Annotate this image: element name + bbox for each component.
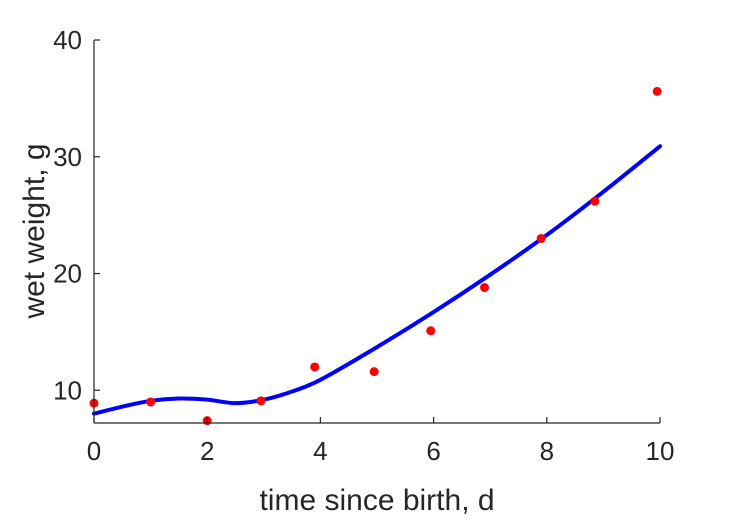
data-point [310,362,320,372]
x-tick-label: 10 [646,436,675,466]
data-point [256,396,266,406]
y-tick-label: 40 [53,25,82,55]
x-tick-label: 8 [540,436,554,466]
axes: 0 2 4 6 8 10 10 20 30 40 [53,25,674,466]
data-points [89,86,662,426]
x-tick-label: 4 [313,436,327,466]
y-axis-ticks: 10 20 30 40 [53,25,100,405]
data-point [480,283,490,293]
x-axis-ticks: 0 2 4 6 8 10 [87,417,675,466]
data-point [652,86,662,96]
data-point [536,234,546,244]
data-point [146,397,156,407]
y-tick-label: 10 [53,375,82,405]
data-point [426,326,436,336]
x-tick-label: 0 [87,436,101,466]
data-point [369,367,379,377]
x-tick-label: 6 [426,436,440,466]
y-tick-label: 30 [53,142,82,172]
x-axis-title: time since birth, d [259,484,494,517]
data-point [590,196,600,206]
y-axis-title: wet weight, g [18,143,51,319]
plot-area [89,86,662,426]
x-tick-label: 2 [200,436,214,466]
y-tick-label: 20 [53,259,82,289]
